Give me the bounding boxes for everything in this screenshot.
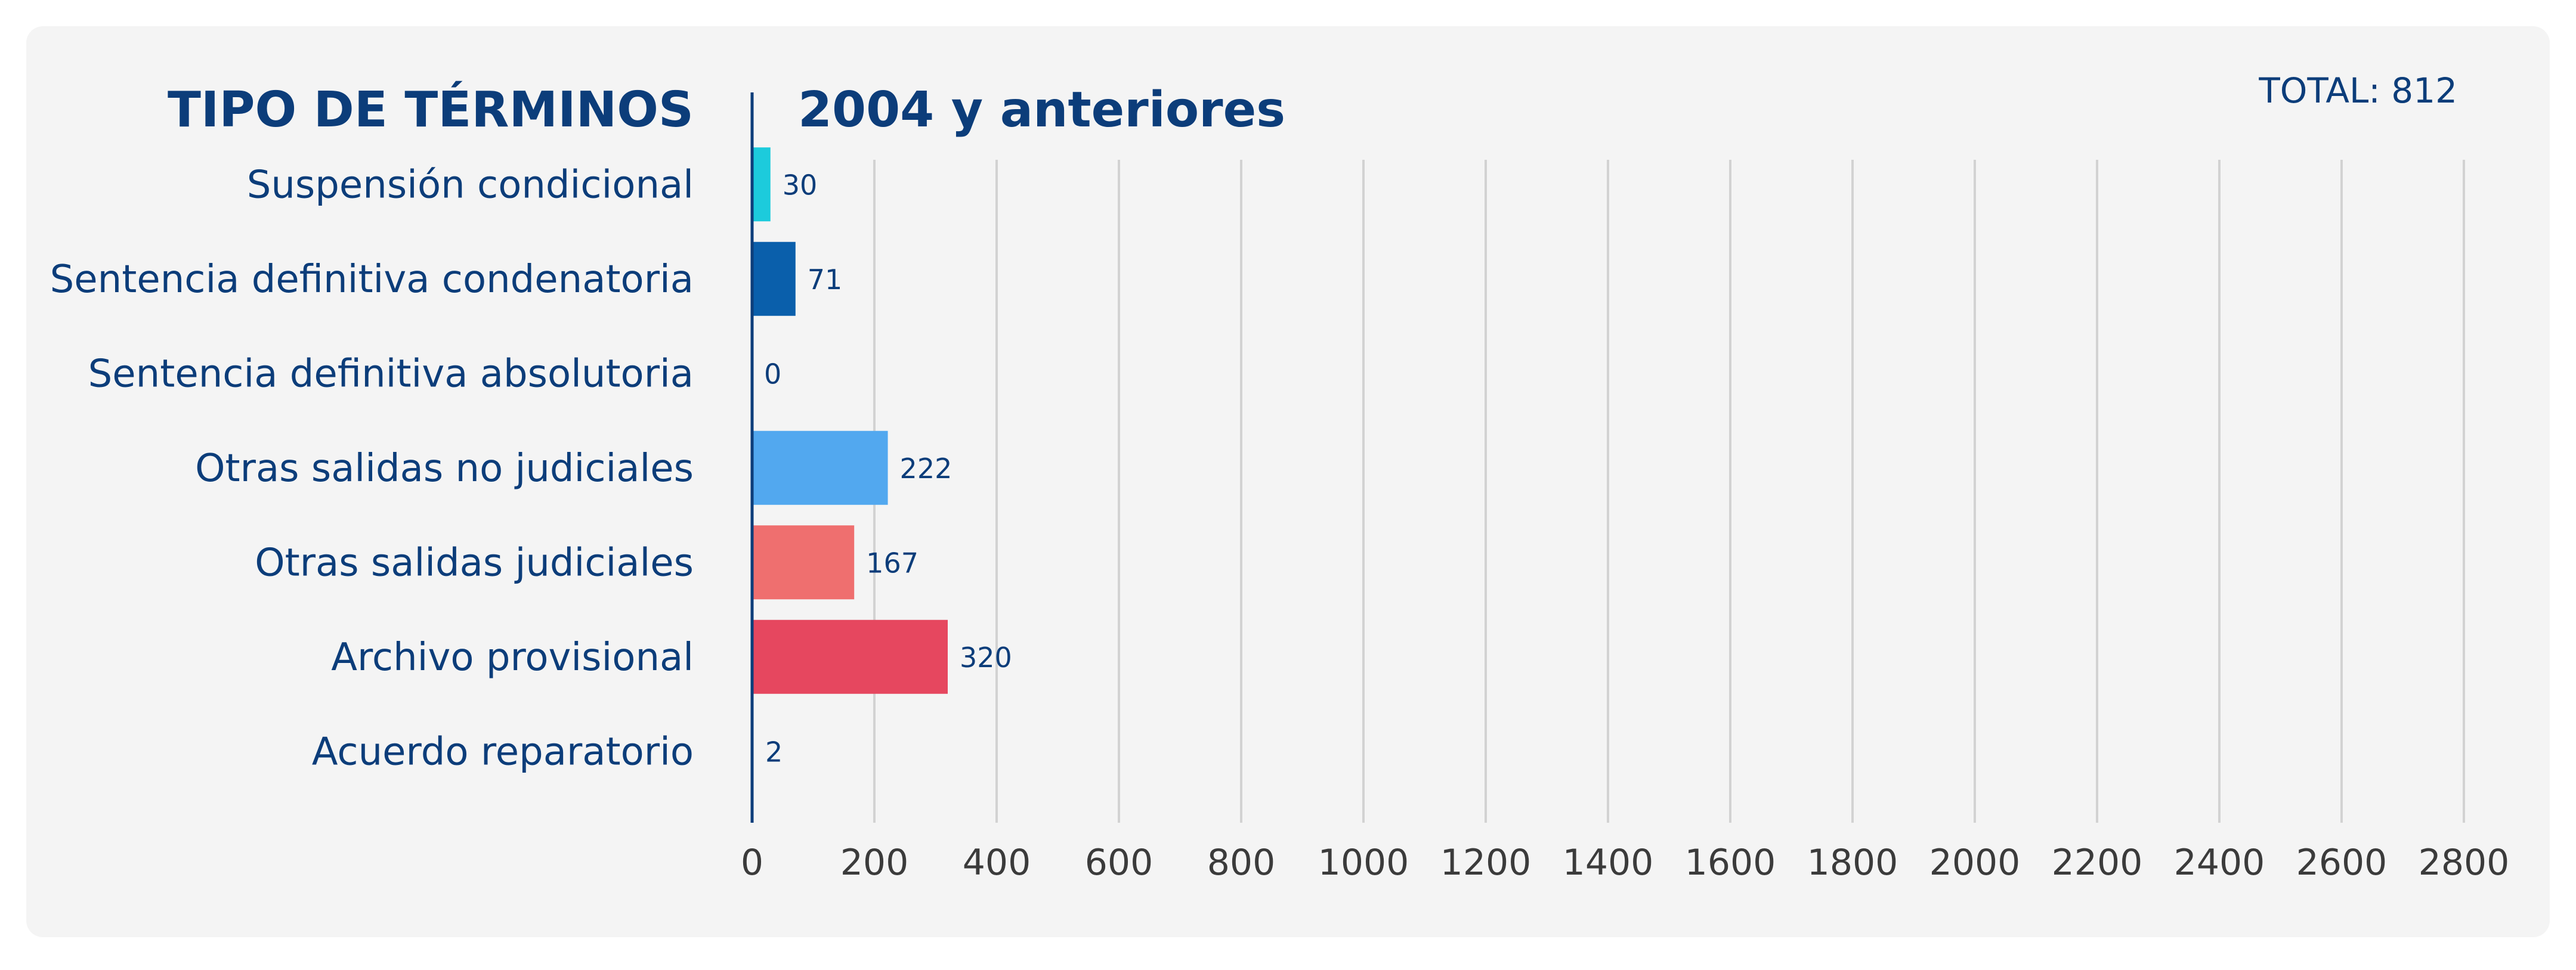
chart-section-title: TIPO DE TÉRMINOS [168,81,694,138]
grid-lines [873,160,2465,823]
bars [752,147,948,789]
bar [752,525,855,600]
x-tick-label: 1600 [1685,842,1776,884]
bar [752,147,771,222]
data-label: 30 [783,169,818,201]
data-label: 71 [808,264,843,296]
bar [752,430,888,505]
category-label: Acuerdo reparatorio [312,730,694,774]
data-label: 167 [866,547,919,579]
category-label: Archivo provisional [331,636,694,680]
x-tick-label: 2400 [2174,842,2265,884]
category-label: Suspensión condicional [247,163,694,207]
x-tick-label: 2600 [2296,842,2388,884]
chart-card [26,26,2550,937]
x-tick-label: 600 [1085,842,1154,884]
x-tick-label: 1000 [1318,842,1409,884]
x-tick-label: 2800 [2419,842,2510,884]
x-tick-label: 1800 [1807,842,1898,884]
total-label: TOTAL: 812 [2258,70,2457,111]
bar [752,241,796,316]
x-tick-label: 800 [1207,842,1276,884]
bar [752,619,948,694]
x-axis-ticks: 0 200 400 600 800 1000 1200 1400 1600 1800 2000 220… [741,842,2509,884]
data-label: 320 [960,641,1012,674]
x-tick-label: 2000 [1929,842,2021,884]
category-labels: Suspensión condicional Sentencia definiti… [50,163,694,774]
category-label: Otras salidas judiciales [255,541,694,585]
x-tick-label: 1200 [1440,842,1532,884]
category-label: Otras salidas no judiciales [195,447,694,491]
value-labels: 30 71 0 222 167 320 2 [764,169,1012,768]
data-label: 222 [900,453,953,485]
data-label: 0 [764,358,781,390]
x-tick-label: 1400 [1563,842,1654,884]
category-label: Sentencia definitiva absolutoria [88,352,694,396]
x-tick-label: 200 [840,842,909,884]
x-tick-label: 0 [741,842,763,884]
data-label: 2 [765,736,783,768]
category-label: Sentencia definitiva condenatoria [50,258,694,302]
x-tick-label: 400 [963,842,1031,884]
x-tick-label: 2200 [2052,842,2143,884]
chart-title: 2004 y anteriores [798,82,1285,138]
